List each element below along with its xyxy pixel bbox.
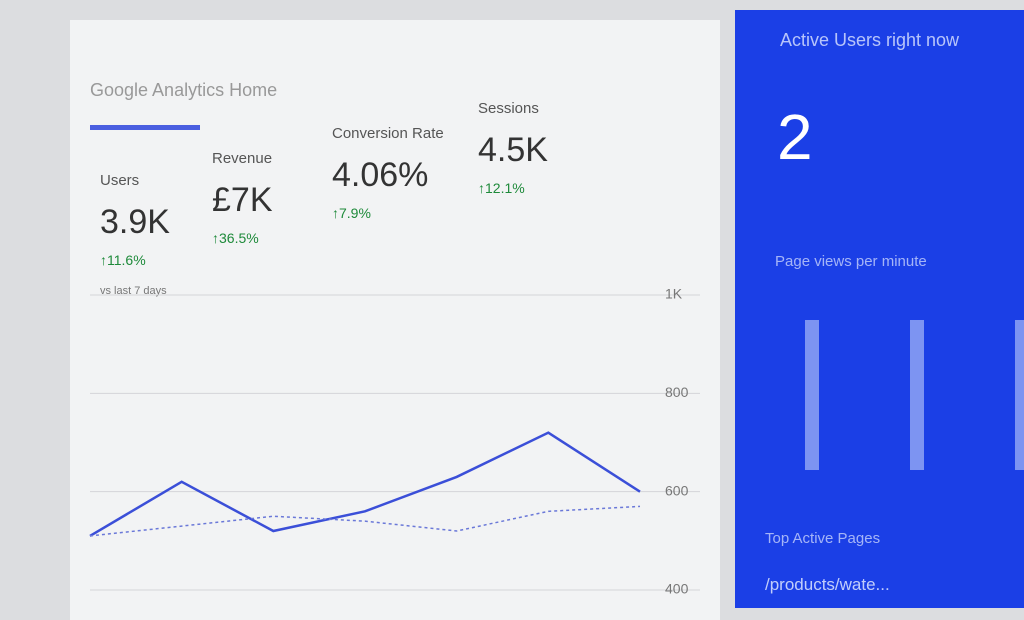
y-tick-label: 800 <box>665 384 689 400</box>
sidebar-subtitle: Page views per minute <box>775 253 927 270</box>
page-link[interactable]: /products/wate... <box>765 575 890 594</box>
bar <box>910 320 924 470</box>
metric-label: Conversion Rate <box>332 125 444 142</box>
tab-indicator <box>90 125 200 130</box>
metric-value: 4.5K <box>478 131 548 169</box>
pages-title: Top Active Pages <box>765 530 881 547</box>
metric[interactable]: Sessions 4.5K ↑12.1% <box>478 100 548 196</box>
sidebar: Active Users right now 2 Page views per … <box>735 10 1024 608</box>
metric-change: ↑7.9% <box>332 205 371 221</box>
metric-change: ↑36.5% <box>212 230 259 246</box>
metric[interactable]: Users 3.9K ↑11.6% <box>100 172 170 268</box>
page-title: Google Analytics Home <box>90 80 278 100</box>
bar <box>1015 320 1024 470</box>
metric-value: 3.9K <box>100 203 170 241</box>
sidebar-title: Active Users right now <box>780 30 960 50</box>
metric-label: Users <box>100 172 140 189</box>
line <box>89 505 641 537</box>
metric-change: ↑12.1% <box>478 180 525 196</box>
active-users: 2 <box>777 101 813 173</box>
metric-label: Revenue <box>212 150 273 167</box>
y-tick-label: 600 <box>665 482 689 498</box>
metric[interactable]: Revenue £7K ↑36.5% <box>212 150 273 246</box>
y-tick-label: 1K <box>665 286 683 302</box>
metric[interactable]: Conversion Rate 4.06% ↑7.9% <box>332 125 444 221</box>
bar <box>805 320 819 470</box>
y-tick-label: 400 <box>665 581 689 597</box>
line <box>89 431 641 537</box>
metric-value: £7K <box>212 181 273 219</box>
card <box>70 20 720 620</box>
metric-label: Sessions <box>478 100 539 117</box>
comparison: vs last 7 days <box>100 285 167 297</box>
metric-value: 4.06% <box>332 156 429 194</box>
metric-change: ↑11.6% <box>100 252 146 268</box>
